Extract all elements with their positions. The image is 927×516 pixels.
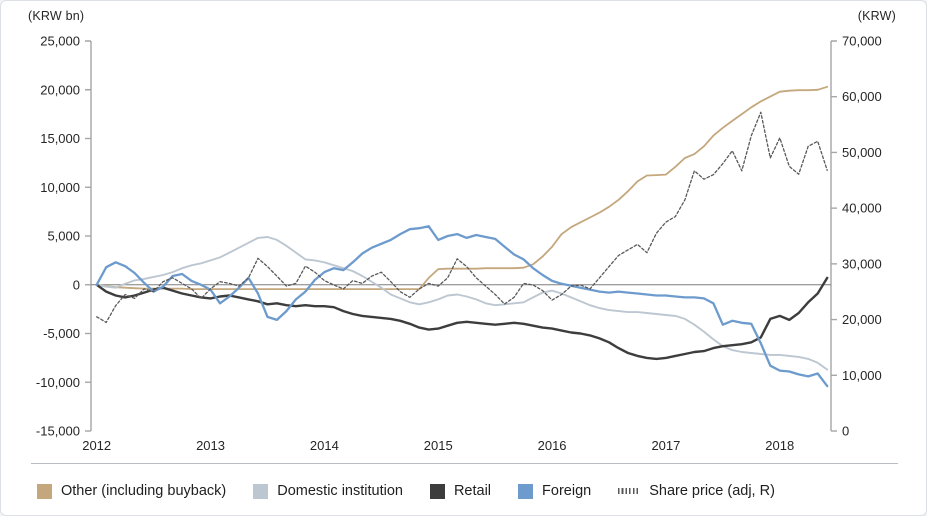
- retail-series-swatch-icon: [429, 483, 445, 499]
- dashed-line-icon: [618, 488, 641, 494]
- y-axis-left-tick-label: 15,000: [40, 131, 80, 146]
- legend-item-foreign: Foreign: [518, 483, 591, 499]
- y-axis-right-tick-label: 50,000: [842, 145, 882, 160]
- foreign-series-swatch-icon: [518, 483, 534, 499]
- legend-item-domestic-institution: Domestic institution: [253, 483, 403, 499]
- legend-label-domestic-institution: Domestic institution: [277, 483, 403, 499]
- left-axis-unit-label: (KRW bn): [28, 9, 85, 23]
- series-share-price-line: [96, 111, 828, 324]
- legend-label-retail: Retail: [453, 483, 492, 499]
- x-axis-tick-label: 2014: [310, 438, 339, 453]
- chart-canvas: 25,000 20,000 15,000 10,000 5,000 0 -5,000 -10,…: [36, 34, 882, 454]
- legend-item-retail: Retail: [429, 483, 492, 499]
- series-retail-line: [95, 276, 829, 361]
- legend-divider: [31, 463, 898, 464]
- right-axis-unit-label: (KRW): [857, 9, 896, 23]
- chart-legend: Other (including buyback) Domestic insti…: [37, 475, 916, 507]
- y-axis-left-tick-label: -5,000: [43, 326, 80, 341]
- y-axis-right-tick-label: 60,000: [842, 89, 882, 104]
- domestic-institution-series-swatch-icon: [253, 483, 269, 499]
- y-axis-left-tick-label: -10,000: [36, 375, 80, 390]
- y-axis-right-tick-label: 20,000: [842, 312, 882, 327]
- series-foreign-line: [95, 225, 829, 388]
- x-axis-tick-label: 2015: [424, 438, 453, 453]
- x-axis-tick-label: 2018: [765, 438, 794, 453]
- x-axis-tick-label: 2013: [196, 438, 225, 453]
- y-axis-right-tick-label: 30,000: [842, 256, 882, 271]
- y-axis-left-tick-label: 25,000: [40, 34, 80, 49]
- legend-label-foreign: Foreign: [542, 483, 592, 499]
- other-series-swatch-icon: [37, 483, 52, 499]
- legend-label-share-price: Share price (adj, R): [649, 483, 775, 499]
- x-axis-tick-label: 2012: [82, 438, 111, 453]
- y-axis-right-tick-label: 70,000: [842, 34, 882, 49]
- y-axis-left-tick-label: 0: [73, 277, 80, 292]
- x-axis-tick-label: 2016: [538, 438, 567, 453]
- legend-label-other: Other (including buyback): [61, 483, 227, 499]
- y-axis-left-tick-label: 5,000: [47, 229, 80, 244]
- series-domestic-institution-line: [95, 236, 829, 371]
- legend-item-share-price: Share price (adj, R): [618, 483, 775, 499]
- y-axis-left-tick-label: 20,000: [40, 82, 80, 97]
- y-axis-right-tick-label: 0: [842, 424, 849, 439]
- y-axis-left-tick-label: 10,000: [40, 180, 80, 195]
- y-axis-right-tick-label: 10,000: [842, 368, 882, 383]
- legend-item-other: Other (including buyback): [37, 483, 226, 499]
- x-axis-tick-label: 2017: [651, 438, 680, 453]
- series-other-line: [95, 85, 829, 291]
- y-axis-right-tick-label: 40,000: [842, 201, 882, 216]
- y-axis-left-tick-label: -15,000: [36, 424, 80, 439]
